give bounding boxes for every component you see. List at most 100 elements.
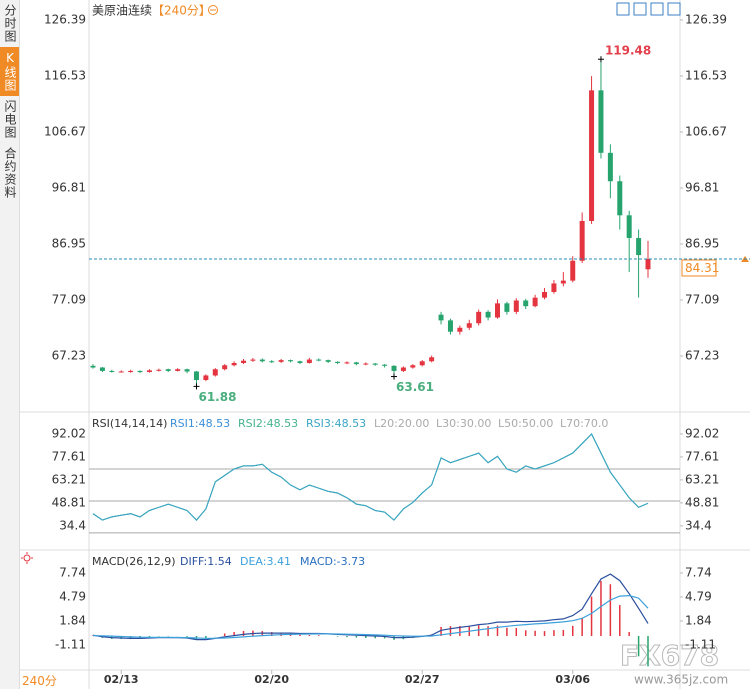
collapse-icon[interactable] xyxy=(208,5,218,15)
y-tick-label-right: 48.81 xyxy=(685,495,719,509)
sidebar: 分时图 K线图闪电图合约资料 xyxy=(0,0,20,689)
candle-body xyxy=(447,320,453,332)
frame xyxy=(20,0,750,689)
candle-body xyxy=(636,238,642,256)
candle-body xyxy=(626,215,632,239)
y-tick-label: 7.74 xyxy=(59,565,86,579)
candle-body xyxy=(259,359,265,362)
legend-entry: DEA:3.41 xyxy=(240,555,291,568)
macd-line xyxy=(92,573,649,641)
y-tick-label: 96.81 xyxy=(52,180,86,194)
y-tick-label-right: 92.02 xyxy=(685,426,719,440)
y-tick-label-right: -1.11 xyxy=(685,638,716,652)
candle-body xyxy=(288,360,294,362)
candle-body xyxy=(146,370,152,373)
y-tick-label: 77.61 xyxy=(52,449,86,463)
candle-body xyxy=(457,327,463,332)
level-label: L70:70.0 xyxy=(560,417,608,430)
candle-body xyxy=(193,371,199,381)
candle-body xyxy=(504,303,510,312)
y-tick-label: 77.09 xyxy=(52,292,86,306)
candle-body xyxy=(90,365,96,368)
tool-button[interactable] xyxy=(667,2,681,16)
candle-body xyxy=(400,367,406,371)
candle-body xyxy=(156,369,162,371)
sidebar-tab[interactable]: 分时图 xyxy=(3,4,17,43)
candle-body xyxy=(353,362,359,365)
x-tick-label: 02/20 xyxy=(254,673,289,686)
y-tick-label: 106.67 xyxy=(44,124,86,138)
last-price-label: 84.31 xyxy=(685,261,719,275)
candle-body xyxy=(335,361,341,363)
candle-body xyxy=(429,357,435,362)
y-tick-label-right: 1.84 xyxy=(685,614,712,628)
period-selector[interactable]: 240分 xyxy=(22,674,57,688)
y-tick-label: 92.02 xyxy=(52,426,86,440)
candle-body xyxy=(372,363,378,365)
y-tick-label-right: 96.81 xyxy=(685,180,719,194)
watermark-brand: FX678 xyxy=(620,639,719,672)
candle-body xyxy=(325,360,331,362)
tool-button[interactable] xyxy=(616,2,630,16)
candle-body xyxy=(184,369,190,372)
y-tick-label-right: 7.74 xyxy=(685,565,712,579)
tool-button[interactable] xyxy=(633,2,647,16)
low-label: 63.61 xyxy=(396,380,434,394)
candle-body xyxy=(476,311,482,324)
candle-body xyxy=(560,280,566,284)
y-tick-label: 1.84 xyxy=(59,614,86,628)
candle-body xyxy=(316,359,322,361)
level-label: L20:20.00 xyxy=(374,417,429,430)
rsi-title: RSI(14,14,14) xyxy=(92,417,167,430)
y-tick-label-right: 77.61 xyxy=(685,449,719,463)
candle-body xyxy=(579,220,585,261)
legend-entry: RSI1:48.53 xyxy=(170,417,230,430)
candle-body xyxy=(598,90,604,153)
y-tick-label-right: 34.4 xyxy=(685,518,712,532)
high-label: 119.48 xyxy=(605,44,651,58)
tool-button[interactable] xyxy=(650,2,664,16)
candle-body xyxy=(222,365,228,370)
candle-body xyxy=(137,370,143,373)
candle-body xyxy=(297,361,303,363)
candle-body xyxy=(617,181,623,216)
candle-body xyxy=(494,303,500,318)
candle-body xyxy=(250,359,256,361)
level-label: L50:50.00 xyxy=(498,417,553,430)
sidebar-tab[interactable]: 合约资料 xyxy=(3,147,17,199)
x-tick-label: 03/06 xyxy=(555,673,590,686)
sidebar-tab[interactable]: K线图 xyxy=(0,47,19,96)
x-tick-label: 02/27 xyxy=(405,673,440,686)
candle-body xyxy=(269,361,275,363)
candle-body xyxy=(344,362,350,364)
y-tick-label-right: 63.21 xyxy=(685,472,719,486)
candle-body xyxy=(466,323,472,328)
legend-entry: RSI2:48.53 xyxy=(238,417,298,430)
candle-body xyxy=(542,291,548,298)
level-label: L30:30.00 xyxy=(436,417,491,430)
candle-body xyxy=(109,370,115,372)
candle-body xyxy=(645,258,651,270)
low-label: 61.88 xyxy=(198,390,236,404)
rsi-line xyxy=(92,433,649,521)
legend-entry: MACD:-3.73 xyxy=(300,555,365,568)
candle-body xyxy=(165,369,171,371)
sidebar-tab[interactable]: 闪电图 xyxy=(3,100,17,139)
indicator-settings-icon[interactable] xyxy=(21,552,33,564)
candle-body xyxy=(241,360,247,363)
candle-body xyxy=(523,300,529,307)
candle-body xyxy=(118,371,124,373)
candle-body xyxy=(128,370,134,373)
watermark-site: www.365jz.com xyxy=(634,673,728,687)
candle-body xyxy=(513,300,519,312)
y-tick-label: 34.4 xyxy=(59,518,86,532)
candle-body xyxy=(551,283,557,292)
candle-body xyxy=(485,311,491,318)
candle-body xyxy=(391,365,397,371)
y-tick-label: -1.11 xyxy=(55,638,86,652)
y-tick-label-right: 86.95 xyxy=(685,236,719,250)
chart-title: 美原油连续 xyxy=(92,3,152,18)
y-tick-label: 126.39 xyxy=(44,12,86,26)
